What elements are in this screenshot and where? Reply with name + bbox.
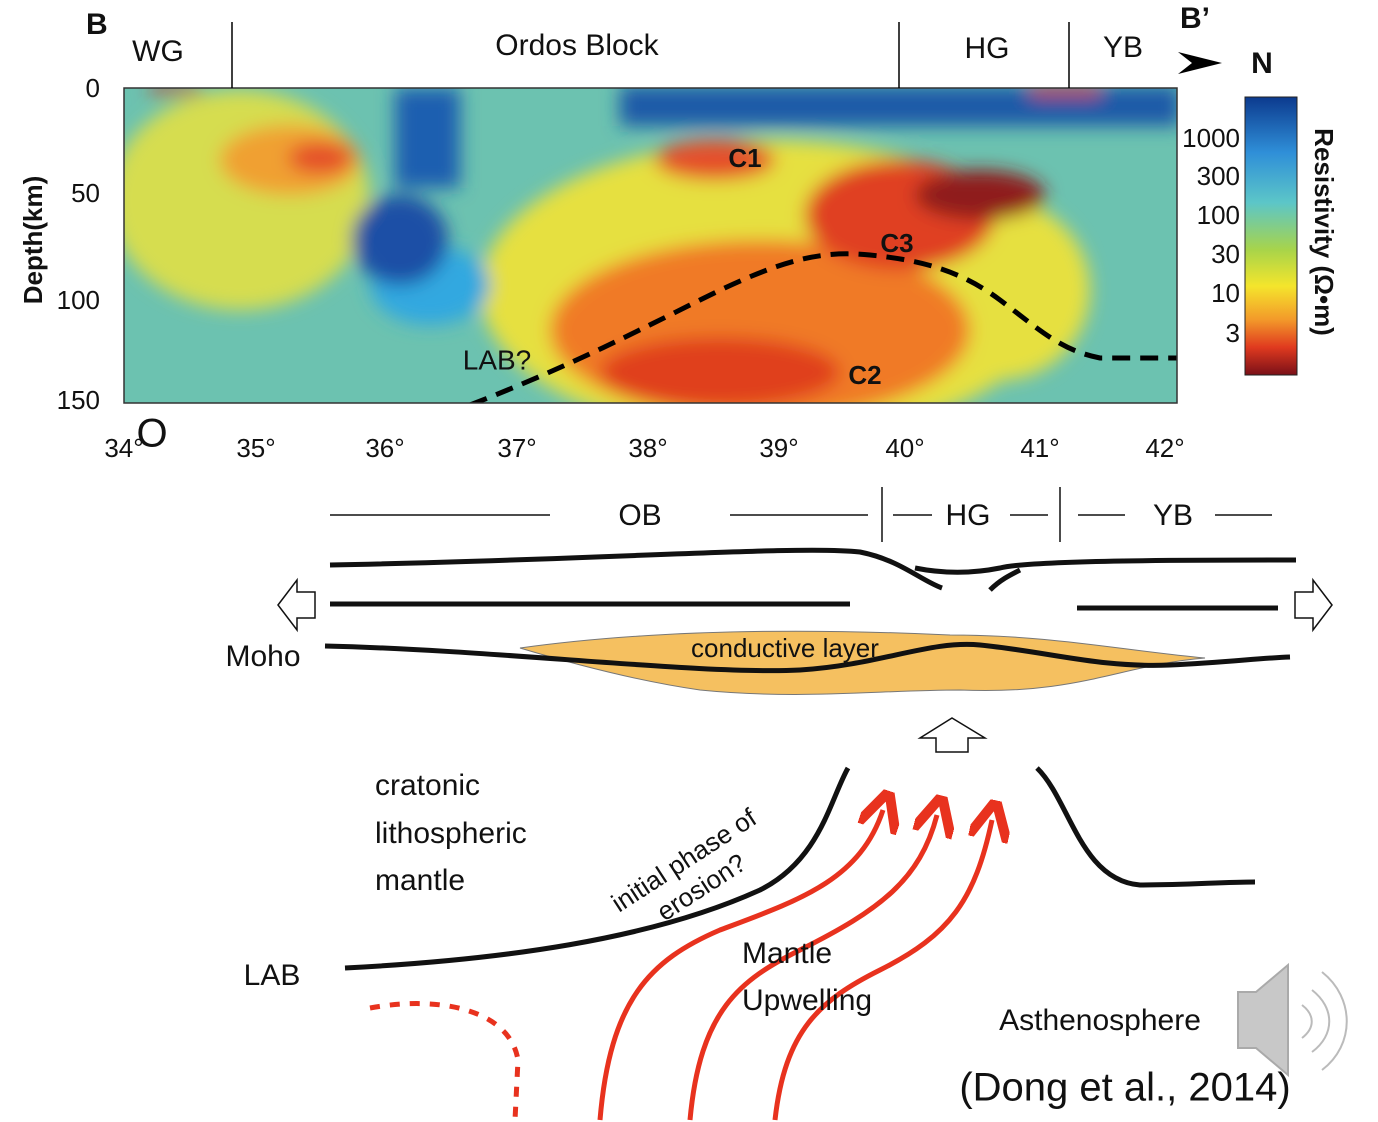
y-axis-title: Depth(km) xyxy=(18,176,48,305)
shape xyxy=(1295,580,1332,630)
shape xyxy=(395,88,460,188)
region-label: YB xyxy=(1153,499,1193,532)
shape xyxy=(1312,990,1329,1052)
region-label: OB xyxy=(618,499,661,532)
region-label: HG xyxy=(965,32,1010,65)
mantle-label: lithospheric xyxy=(375,817,527,850)
x-tick-label: 39° xyxy=(759,433,798,463)
x-tick-label: 38° xyxy=(628,433,667,463)
resistivity-section xyxy=(110,86,1180,440)
y-tick-label: 150 xyxy=(57,385,100,415)
group xyxy=(330,487,1272,542)
moho-label: Moho xyxy=(225,640,300,673)
y-tick-label: 100 xyxy=(57,285,100,315)
x-tick-label: 37° xyxy=(497,433,536,463)
x-tick-label: 35° xyxy=(236,433,275,463)
y-tick-label: 50 xyxy=(71,178,100,208)
shape xyxy=(150,86,200,94)
group: 34°35°36°37°38°39°40°41°42° xyxy=(104,433,1184,463)
x-tick-label: 42° xyxy=(1145,433,1184,463)
shape xyxy=(1037,768,1255,885)
region-label: HG xyxy=(946,499,991,532)
shape xyxy=(1322,972,1347,1070)
shape xyxy=(370,1004,518,1120)
shape xyxy=(1238,965,1288,1075)
anomaly-label: C2 xyxy=(848,360,881,390)
anomaly-label: C1 xyxy=(728,143,761,173)
region-label: WG xyxy=(132,35,184,68)
shape xyxy=(990,570,1020,590)
slide: B B’ N WG Ordos Block HG YB Depth(km) 0 5… xyxy=(0,0,1378,1122)
colorbar-tick-label: 1000 xyxy=(1182,123,1240,153)
shape xyxy=(1245,97,1297,375)
upwelling-label: Upwelling xyxy=(742,984,872,1017)
shape xyxy=(330,550,942,588)
lab-label: LAB xyxy=(244,959,301,992)
shape xyxy=(915,170,1045,220)
group: 1000 300 100 30 10 3 xyxy=(1182,123,1240,348)
layer-label: conductive layer xyxy=(691,633,879,663)
asthenosphere-label: Asthenosphere xyxy=(999,1004,1201,1037)
north-label: N xyxy=(1251,47,1273,80)
shape xyxy=(600,337,840,407)
colorbar-title: Resistivity (Ω•m) xyxy=(1309,128,1339,336)
y-tick-label: 0 xyxy=(86,73,100,103)
group: initial phase of erosion? xyxy=(606,802,780,945)
upwelling-label: Mantle xyxy=(742,937,832,970)
shape xyxy=(110,90,370,310)
colorbar-tick-label: 3 xyxy=(1226,318,1240,348)
x-tick-label: 41° xyxy=(1020,433,1059,463)
x-tick-label: 40° xyxy=(885,433,924,463)
colorbar-tick-label: 10 xyxy=(1211,278,1240,308)
shape xyxy=(278,580,315,630)
speaker-icon xyxy=(1238,965,1347,1075)
colorbar-tick-label: 300 xyxy=(1197,161,1240,191)
region-label: YB xyxy=(1103,31,1143,64)
citation: (Dong et al., 2014) xyxy=(959,1066,1290,1110)
shape xyxy=(1178,52,1222,74)
group: 0 50 100 150 xyxy=(57,73,100,415)
shape xyxy=(915,560,1296,572)
colorbar-tick-label: 30 xyxy=(1211,239,1240,269)
region-label: Ordos Block xyxy=(495,29,659,62)
colorbar-tick-label: 100 xyxy=(1197,200,1240,230)
shape xyxy=(288,142,352,174)
shape xyxy=(1302,1005,1312,1038)
mantle-label: cratonic xyxy=(375,769,480,802)
mantle-label: mantle xyxy=(375,864,465,897)
panel-label: B’ xyxy=(1180,2,1210,35)
panel-label: B xyxy=(86,8,108,41)
x-tick-label: 36° xyxy=(365,433,404,463)
marker-label: O xyxy=(136,412,167,456)
lab-label: LAB? xyxy=(463,344,532,375)
anomaly-label: C3 xyxy=(880,228,913,258)
shape xyxy=(920,718,985,752)
shape xyxy=(352,195,448,285)
group xyxy=(325,550,1296,968)
